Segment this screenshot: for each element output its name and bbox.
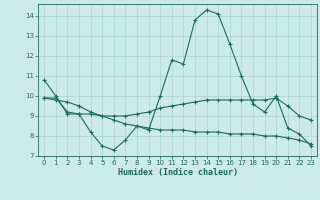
X-axis label: Humidex (Indice chaleur): Humidex (Indice chaleur) [118,168,238,177]
